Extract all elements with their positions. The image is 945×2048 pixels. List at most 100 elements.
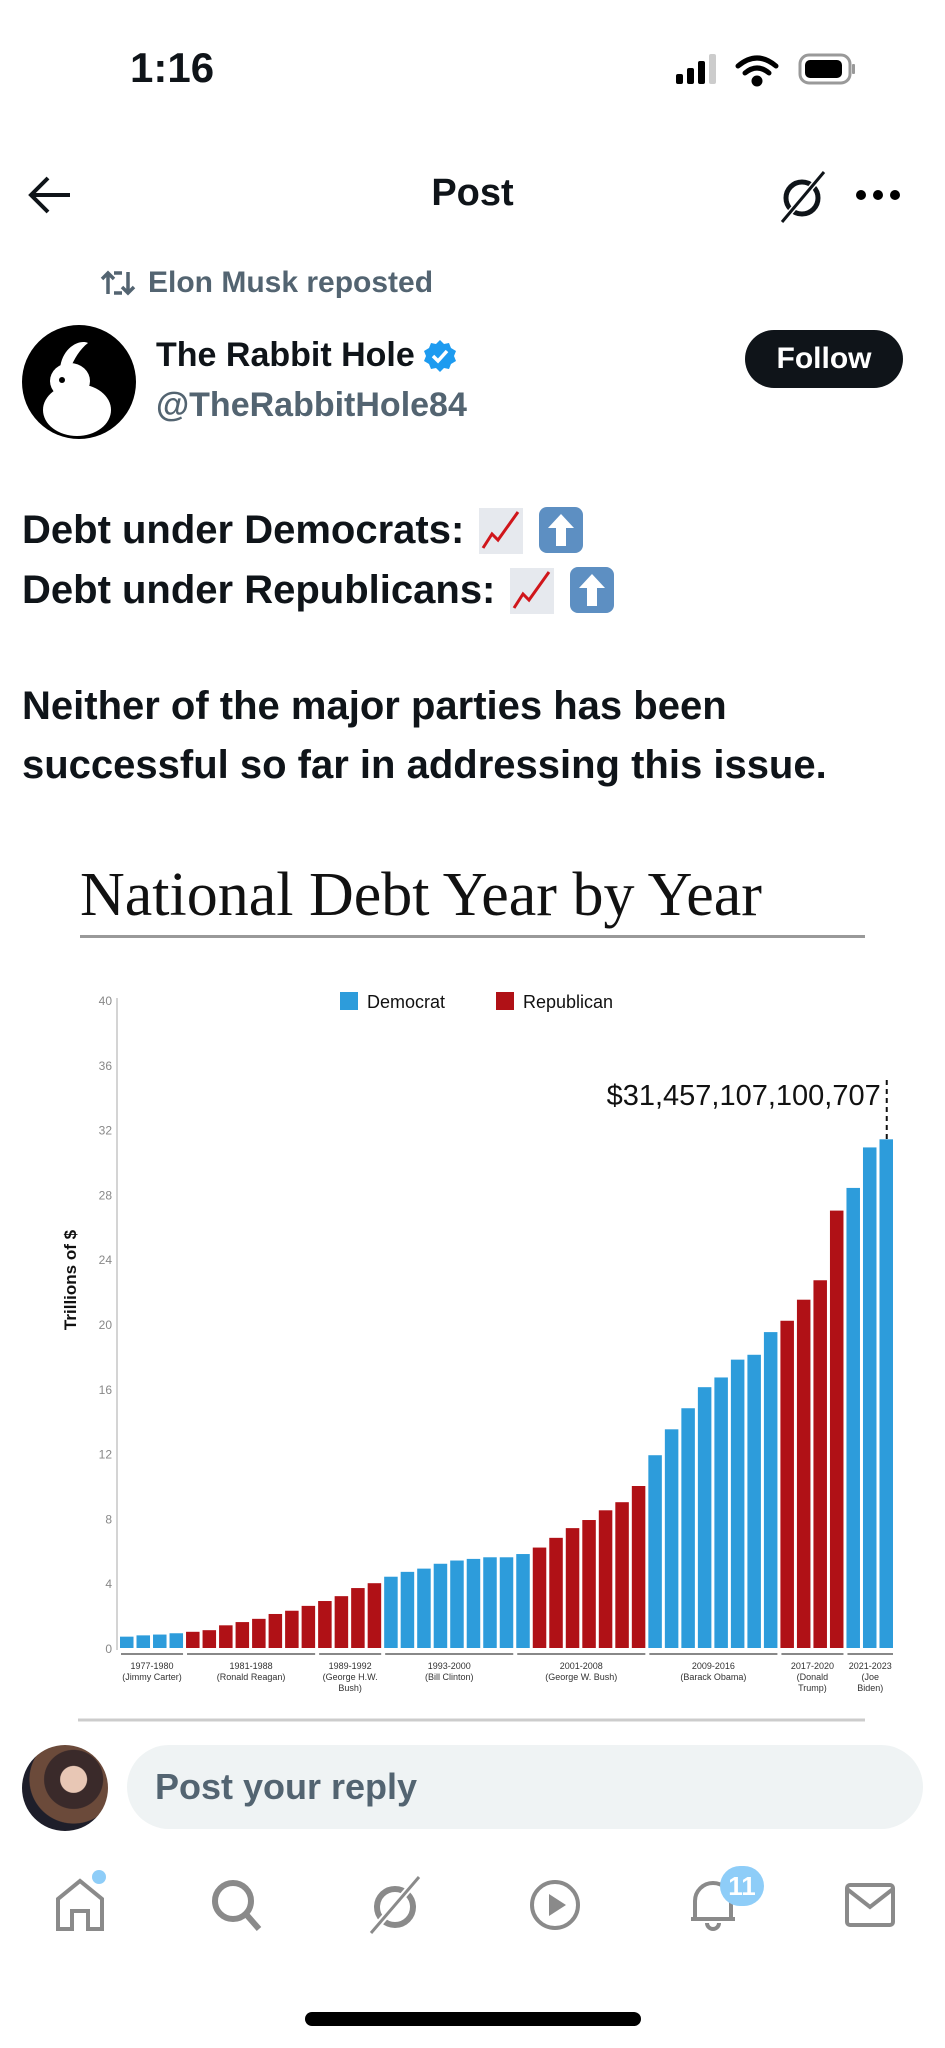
- bar-democrat: [400, 1571, 415, 1648]
- bar-democrat: [499, 1557, 514, 1648]
- post-text-democrats: Debt under Democrats:: [22, 508, 465, 552]
- bar-republican: [301, 1605, 316, 1648]
- battery-icon: [798, 53, 855, 85]
- group-label: 2001-2008: [560, 1661, 603, 1671]
- bar-republican: [813, 1280, 827, 1648]
- group-label: Biden): [857, 1683, 883, 1693]
- bar-republican: [202, 1630, 217, 1648]
- group-label: (Joe: [861, 1672, 879, 1682]
- verified-badge-icon: [423, 339, 456, 372]
- group-label: Bush): [338, 1683, 362, 1693]
- bar-democrat: [846, 1187, 860, 1648]
- grok-icon: [368, 1875, 422, 1935]
- mail-icon: [845, 1883, 895, 1927]
- y-tick-label: 8: [105, 1512, 112, 1526]
- status-time: 1:16: [130, 44, 215, 91]
- post-line-1: Debt under Democrats:: [22, 500, 584, 560]
- chart-title: National Debt Year by Year: [80, 861, 762, 929]
- total-debt-annotation: $31,457,107,100,707: [607, 1080, 881, 1112]
- up-arrow-icon: [570, 567, 615, 613]
- x-group-labels: 1977-1980(Jimmy Carter) 1981-1988(Ronald …: [121, 1653, 893, 1693]
- group-label: 1977-1980: [130, 1661, 173, 1671]
- author-handle[interactable]: @TheRabbitHole84: [156, 386, 467, 424]
- bar-republican: [549, 1537, 563, 1648]
- y-tick-label: 24: [99, 1253, 113, 1267]
- tab-home[interactable]: [45, 1870, 115, 1940]
- group-label: Trump): [798, 1683, 827, 1693]
- tab-search[interactable]: [202, 1870, 272, 1940]
- post-paragraph-2: successful so far in addressing this iss…: [22, 743, 827, 787]
- bar-democrat: [697, 1387, 712, 1648]
- author-name[interactable]: The Rabbit Hole: [156, 336, 457, 375]
- bar-republican: [268, 1613, 283, 1648]
- bar-republican: [219, 1625, 233, 1648]
- group-label: (George W. Bush): [545, 1672, 617, 1682]
- bar-democrat: [879, 1139, 893, 1648]
- legend-label-democrat: Democrat: [367, 992, 445, 1012]
- bar-republican: [532, 1547, 547, 1648]
- bar-democrat: [153, 1634, 167, 1648]
- home-indicator[interactable]: [305, 2012, 641, 2026]
- y-tick-label: 12: [99, 1448, 113, 1462]
- post-line-2: Debt under Republicans:: [22, 560, 615, 620]
- y-tick-label: 36: [99, 1059, 113, 1073]
- bar-democrat: [730, 1359, 745, 1648]
- post-paragraph-1: Neither of the major parties has been: [22, 684, 727, 728]
- group-label: 2021-2023: [849, 1661, 892, 1671]
- bar-republican: [796, 1299, 811, 1648]
- chart-increasing-icon: [479, 508, 524, 554]
- tab-video[interactable]: [520, 1870, 590, 1940]
- more-icon[interactable]: [855, 185, 903, 205]
- group-label: (Jimmy Carter): [122, 1672, 182, 1682]
- notification-badge: 11: [720, 1866, 764, 1906]
- chart-title-rule: [80, 935, 865, 938]
- group-label: 2017-2020: [791, 1661, 834, 1671]
- bar-republican: [334, 1596, 349, 1648]
- bar-democrat: [681, 1408, 695, 1648]
- debt-bar-chart[interactable]: 0 4 8 12 16 20 24 28 32 36 40 Trillions of $ Democ…: [0, 980, 945, 1730]
- bar-democrat: [747, 1354, 761, 1648]
- repost-indicator[interactable]: Elon Musk reposted: [100, 266, 433, 300]
- back-arrow-icon[interactable]: [26, 174, 76, 216]
- bar-republican: [367, 1583, 382, 1648]
- tab-messages[interactable]: [835, 1870, 905, 1940]
- legend: Democrat Republican: [340, 992, 613, 1012]
- group-label: 1989-1992: [329, 1661, 372, 1671]
- bar-republican: [631, 1486, 646, 1648]
- legend-label-republican: Republican: [523, 992, 613, 1012]
- bar-democrat: [120, 1636, 134, 1648]
- bar-republican: [351, 1588, 365, 1648]
- bar-republican: [186, 1631, 200, 1648]
- follow-button[interactable]: Follow: [745, 330, 903, 388]
- author-avatar[interactable]: [22, 325, 136, 439]
- y-tick-label: 4: [105, 1577, 112, 1591]
- home-unread-dot: [92, 1870, 106, 1884]
- repost-label: Elon Musk reposted: [148, 266, 434, 299]
- post-text-republicans: Debt under Republicans:: [22, 568, 496, 612]
- bar-republican: [565, 1528, 580, 1648]
- bar-republican: [582, 1520, 596, 1648]
- y-tick-label: 40: [99, 994, 113, 1008]
- author-display-name[interactable]: The Rabbit Hole: [156, 336, 415, 374]
- legend-swatch-democrat: [340, 992, 358, 1010]
- grok-icon[interactable]: [778, 170, 828, 224]
- tab-grok[interactable]: [360, 1870, 430, 1940]
- bar-republican: [829, 1210, 844, 1648]
- group-label: (Ronald Reagan): [217, 1672, 286, 1682]
- bar-democrat: [136, 1635, 151, 1648]
- bar-democrat: [714, 1377, 728, 1648]
- group-label: (George H.W.: [323, 1672, 378, 1682]
- home-icon: [56, 1878, 104, 1931]
- legend-swatch-republican: [496, 992, 514, 1010]
- repost-icon: [100, 270, 136, 296]
- user-avatar[interactable]: [22, 1745, 108, 1831]
- group-label: (Donald: [797, 1672, 829, 1682]
- bar-democrat: [169, 1633, 184, 1648]
- reply-input[interactable]: Post your reply: [127, 1745, 923, 1829]
- bar-democrat: [384, 1576, 398, 1648]
- group-label: 1981-1988: [230, 1661, 273, 1671]
- bar-republican: [235, 1622, 250, 1648]
- status-icons: [676, 53, 855, 87]
- wifi-icon: [735, 55, 779, 87]
- group-label: (Barack Obama): [680, 1672, 746, 1682]
